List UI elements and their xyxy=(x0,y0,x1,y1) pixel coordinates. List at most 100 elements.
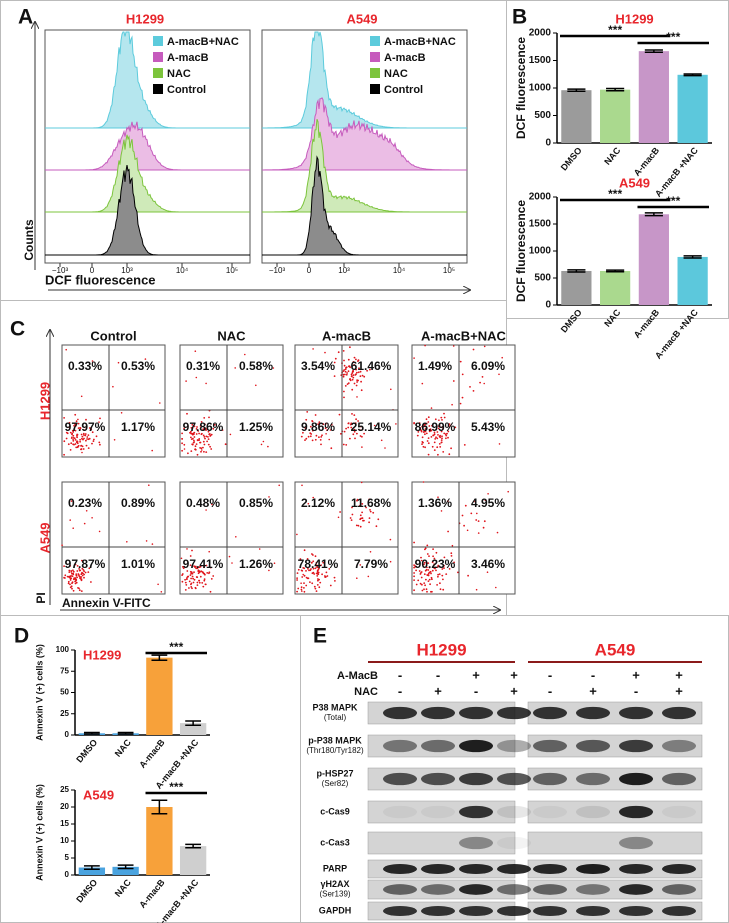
event-dot xyxy=(86,438,88,440)
event-dot xyxy=(67,582,70,585)
event-dot xyxy=(187,452,189,455)
event-dot xyxy=(196,567,199,570)
error-bar xyxy=(185,843,202,849)
event-dot xyxy=(190,450,193,452)
event-dot xyxy=(207,443,210,446)
event-dot xyxy=(427,421,430,423)
blot-band xyxy=(576,805,610,819)
event-dot xyxy=(361,511,363,514)
event-dot xyxy=(442,451,445,453)
event-dot xyxy=(359,425,362,428)
y-tick-label: 1500 xyxy=(529,55,552,66)
event-dot xyxy=(79,440,81,443)
event-dot xyxy=(351,375,353,378)
event-dot xyxy=(320,436,323,438)
event-dot xyxy=(76,565,79,567)
event-dot xyxy=(307,502,310,505)
event-dot xyxy=(76,436,78,439)
event-dot xyxy=(203,579,206,582)
event-dot xyxy=(64,574,67,577)
blot-band xyxy=(576,739,610,753)
event-dot xyxy=(344,373,346,376)
protein-detail: (Total) xyxy=(324,713,347,722)
protein-label: c-Cas3 xyxy=(320,837,350,847)
event-dot xyxy=(333,576,336,579)
event-dot xyxy=(315,561,318,564)
event-dot xyxy=(82,432,85,435)
event-dot xyxy=(333,375,336,377)
event-dot xyxy=(202,434,205,437)
event-dot xyxy=(88,427,91,429)
event-dot xyxy=(197,572,200,575)
event-dot xyxy=(439,446,442,448)
event-dot xyxy=(431,445,434,448)
event-dot xyxy=(71,436,73,439)
panel-label: C xyxy=(10,318,25,341)
quadrant-percent: 9.86% xyxy=(301,420,335,434)
event-dot xyxy=(75,573,78,575)
event-dot xyxy=(445,573,448,575)
event-dot xyxy=(355,368,357,371)
event-dot xyxy=(63,565,65,567)
blot-band xyxy=(459,706,493,720)
event-dot xyxy=(197,430,200,432)
event-dot xyxy=(441,419,443,421)
event-dot xyxy=(85,418,87,421)
histogram-trace xyxy=(262,31,467,129)
event-dot xyxy=(191,549,193,552)
event-dot xyxy=(302,573,305,576)
event-dot xyxy=(440,416,443,419)
event-dot xyxy=(418,570,421,572)
bar xyxy=(677,74,708,143)
event-dot xyxy=(357,524,360,527)
blot-band xyxy=(421,739,455,753)
event-dot xyxy=(67,576,70,578)
event-dot xyxy=(210,448,213,450)
event-dot xyxy=(425,568,428,571)
event-dot xyxy=(329,429,332,431)
event-dot xyxy=(202,446,204,449)
event-dot xyxy=(337,516,340,519)
quadrant-percent: 97.41% xyxy=(183,557,224,571)
event-dot xyxy=(309,435,312,438)
y-tick-label: 1500 xyxy=(529,219,552,230)
treatment-sign: - xyxy=(436,667,440,682)
plot-title: A549 xyxy=(346,11,377,26)
event-dot xyxy=(448,425,451,427)
event-dot xyxy=(70,571,73,573)
event-dot xyxy=(441,437,443,440)
event-dot xyxy=(479,381,481,384)
x-tick-label: 10³ xyxy=(338,266,350,275)
event-dot xyxy=(201,449,203,451)
event-dot xyxy=(301,484,303,487)
event-dot xyxy=(343,390,345,393)
blot-band xyxy=(459,772,493,786)
event-dot xyxy=(440,510,443,512)
event-dot xyxy=(472,348,475,351)
event-dot xyxy=(328,438,331,441)
event-dot xyxy=(228,555,231,558)
error-bar xyxy=(117,731,134,735)
event-dot xyxy=(185,380,187,382)
event-dot xyxy=(272,367,275,369)
event-dot xyxy=(334,580,336,582)
event-dot xyxy=(432,548,434,550)
event-dot xyxy=(307,567,309,570)
event-dot xyxy=(439,434,441,437)
blot-band xyxy=(619,805,653,819)
event-dot xyxy=(69,577,72,580)
event-dot xyxy=(310,561,313,564)
event-dot xyxy=(75,420,78,423)
event-dot xyxy=(305,570,307,572)
quadrant-percent: 1.25% xyxy=(239,420,273,434)
event-dot xyxy=(268,569,270,572)
event-dot xyxy=(359,375,362,378)
event-dot xyxy=(206,440,209,443)
event-dot xyxy=(420,556,422,559)
event-dot xyxy=(203,417,206,419)
x-tick-label: 10³ xyxy=(121,266,133,275)
event-dot xyxy=(351,372,354,374)
event-dot xyxy=(424,427,427,430)
x-tick-label: 0 xyxy=(90,266,95,275)
event-dot xyxy=(353,428,356,431)
